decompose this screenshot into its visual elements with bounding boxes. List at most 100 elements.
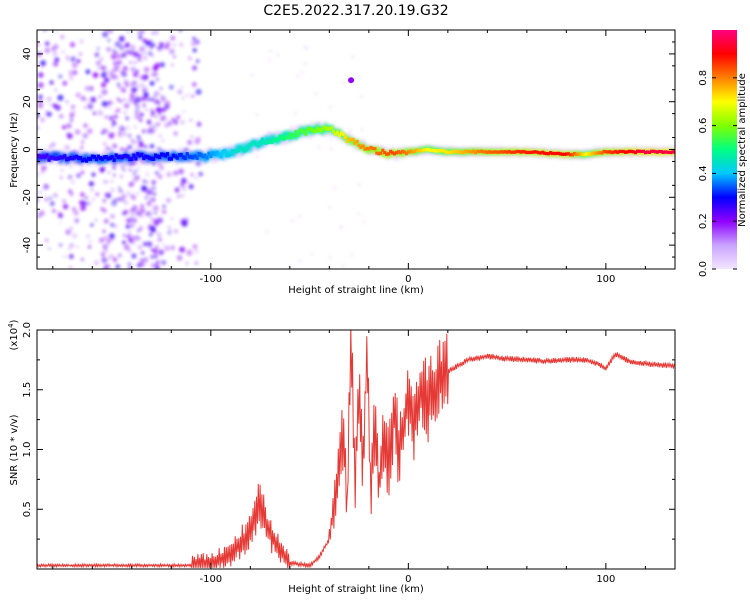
ridge-cell — [341, 132, 345, 136]
ridge-cell — [478, 150, 482, 154]
ridge-cell — [584, 152, 588, 156]
spectral-speckle — [189, 118, 193, 122]
spectral-speckle — [90, 223, 94, 227]
x-tick-label: -100 — [199, 274, 222, 285]
ridge-cell — [306, 127, 310, 132]
spectral-speckle — [349, 129, 352, 132]
ridge-cell — [294, 130, 298, 134]
spectral-speckle — [150, 42, 156, 48]
spectral-speckle — [176, 255, 183, 261]
ridge-cell — [495, 150, 499, 154]
ridge-cell — [511, 150, 515, 154]
spectral-speckle — [62, 81, 67, 86]
spectral-speckle — [132, 172, 136, 176]
noise-speckles — [37, 30, 366, 269]
spectral-speckle — [88, 181, 94, 187]
spectral-speckle — [104, 248, 108, 252]
spectral-speckle — [58, 243, 63, 247]
spectral-speckle — [71, 206, 77, 212]
ridge-cell — [114, 154, 118, 162]
spectral-speckle — [62, 199, 66, 203]
ridge-cell — [53, 151, 57, 159]
ridge-cell — [215, 150, 219, 155]
spectral-speckle — [152, 71, 158, 77]
ridge-cell — [335, 130, 339, 134]
ridge-cell — [428, 148, 432, 152]
spectral-speckle — [153, 30, 159, 35]
spectral-speckle — [121, 127, 126, 132]
spectral-speckle — [148, 126, 154, 132]
ridge-cell — [316, 126, 320, 131]
spectral-speckle — [123, 162, 126, 165]
spectral-speckle — [109, 99, 112, 102]
ridge-cell — [481, 150, 486, 154]
spectral-speckle — [113, 114, 118, 119]
spectral-speckle — [99, 237, 105, 243]
spectral-speckle — [297, 74, 300, 78]
ridge-cell — [225, 149, 229, 157]
spectral-speckle — [122, 66, 128, 72]
ridge-cell — [632, 150, 636, 154]
ridge-cell — [82, 157, 87, 162]
spectral-speckle — [118, 35, 125, 42]
spectral-speckle — [85, 69, 91, 75]
spectral-speckle — [126, 234, 131, 239]
spectral-speckle — [90, 188, 94, 192]
ridge-cell — [116, 155, 120, 160]
spectral-speckle — [181, 86, 184, 89]
ridge-cell — [470, 150, 474, 154]
spectral-speckle — [83, 123, 88, 128]
spectral-speckle — [329, 256, 332, 259]
spectral-speckle — [139, 207, 146, 214]
spectral-speckle — [127, 248, 132, 253]
ridge-cell — [653, 150, 657, 154]
spectral-speckle — [146, 201, 152, 207]
ridge-cell — [537, 151, 541, 155]
spectral-speckle — [187, 139, 193, 145]
ridge-cell — [274, 130, 278, 143]
spectral-speckle — [58, 114, 64, 119]
ridge-cell — [264, 140, 268, 145]
spectral-speckle — [131, 140, 136, 145]
spectral-speckle — [116, 97, 120, 101]
spectral-speckle — [170, 217, 174, 220]
spectral-speckle — [114, 41, 121, 48]
ridge-cell — [229, 148, 233, 156]
ridge-cell — [244, 147, 249, 152]
ridge-cell — [671, 150, 675, 154]
ridge-cell — [531, 150, 535, 154]
spectral-speckle — [39, 191, 42, 194]
spectral-speckle — [140, 47, 144, 51]
spectral-speckle — [165, 197, 172, 204]
spectral-speckle — [150, 255, 154, 259]
ridge-cell — [205, 148, 209, 160]
ridge-cell — [462, 150, 466, 154]
spectral-speckle — [166, 171, 172, 177]
ridge-cell — [290, 135, 294, 139]
spectral-speckle — [162, 243, 165, 246]
ridge-cell — [539, 151, 543, 155]
ridge-cell — [541, 150, 545, 154]
ridge-cell — [132, 153, 136, 158]
ridge-cell — [96, 156, 100, 164]
ridge-cell — [165, 152, 170, 157]
spectral-speckle — [178, 168, 185, 175]
spectral-speckle — [107, 257, 111, 261]
spectral-speckle — [111, 125, 114, 128]
spectral-speckle — [130, 66, 136, 72]
ridge-cell — [497, 150, 501, 154]
spectral-speckle — [123, 199, 129, 205]
spectral-speckle — [86, 234, 90, 238]
spectral-speckle — [130, 223, 135, 228]
spectral-speckle — [140, 49, 144, 53]
spectral-speckle — [145, 181, 149, 184]
spectral-speckle — [110, 53, 117, 60]
ridge-cell — [375, 151, 379, 155]
ridge-cell — [414, 148, 418, 152]
ridge-cell — [71, 152, 75, 160]
spectral-speckle — [158, 49, 162, 53]
spectral-speckle — [88, 245, 92, 249]
spectral-speckle — [101, 258, 104, 261]
ridge-cell — [622, 149, 626, 154]
spectral-speckle — [182, 110, 185, 113]
